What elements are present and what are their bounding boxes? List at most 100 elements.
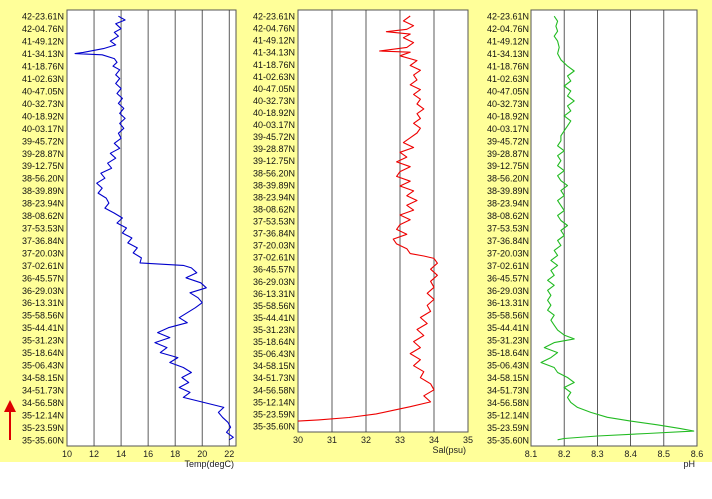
y-tick-label: 35-18.64N: [22, 348, 64, 358]
y-tick-label: 42-04.76N: [22, 24, 64, 34]
x-tick-label: 8.1: [525, 449, 538, 459]
y-tick-label: 35-23.59N: [253, 409, 295, 419]
plot-area: [530, 9, 698, 447]
y-tick-label: 41-34.13N: [487, 49, 529, 59]
x-tick-label: 12: [89, 449, 99, 459]
y-tick-label: 38-08.62N: [22, 211, 64, 221]
y-tick-label: 36-45.57N: [253, 265, 295, 275]
x-tick-label: 14: [116, 449, 126, 459]
y-tick-label: 40-32.73N: [22, 99, 64, 109]
y-tick-label: 34-58.15N: [22, 373, 64, 383]
y-tick-label: 36-13.31N: [487, 298, 529, 308]
y-tick-label: 37-53.53N: [22, 224, 64, 234]
y-tick-label: 38-23.94N: [253, 192, 295, 202]
y-tick-label: 34-56.58N: [253, 385, 295, 395]
x-tick-label: 32: [361, 435, 371, 445]
x-tick-label: 31: [327, 435, 337, 445]
y-tick-label: 38-08.62N: [253, 204, 295, 214]
x-tick-label: 18: [170, 449, 180, 459]
y-tick-label: 41-18.76N: [22, 62, 64, 72]
y-tick-label: 40-47.05N: [487, 86, 529, 96]
y-tick-label: 38-56.20N: [487, 174, 529, 184]
y-tick-label: 35-18.64N: [487, 348, 529, 358]
y-tick-label: 35-31.23N: [253, 325, 295, 335]
x-tick-label: 8.2: [558, 449, 571, 459]
y-tick-label: 35-06.43N: [487, 361, 529, 371]
y-tick-label: 40-47.05N: [22, 86, 64, 96]
x-tick-label: 8.3: [591, 449, 604, 459]
y-tick-label: 41-18.76N: [487, 62, 529, 72]
y-tick-label: 35-12.14N: [22, 410, 64, 420]
y-tick-label: 40-03.17N: [253, 120, 295, 130]
y-tick-label: 34-56.58N: [22, 398, 64, 408]
y-tick-label: 42-04.76N: [487, 24, 529, 34]
x-tick-label: 33: [395, 435, 405, 445]
x-tick-label: 20: [197, 449, 207, 459]
y-tick-label: 41-02.63N: [487, 74, 529, 84]
y-tick-label: 40-18.92N: [253, 108, 295, 118]
y-tick-label: 39-45.72N: [253, 132, 295, 142]
y-tick-label: 35-06.43N: [22, 361, 64, 371]
y-tick-label: 39-12.75N: [487, 161, 529, 171]
y-tick-label: 42-04.76N: [253, 24, 295, 34]
x-tick-label: 34: [429, 435, 439, 445]
panel-2: 30 31 32 33 34 35 42-23.61N 42-04.76N 41-49.12N 4…: [242, 0, 477, 462]
y-tick-label: 35-58.56N: [253, 301, 295, 311]
y-tick-label: 37-02.61N: [253, 253, 295, 263]
x-tick-label: 16: [143, 449, 153, 459]
y-tick-label: 39-12.75N: [22, 161, 64, 171]
y-tick-label: 42-23.61N: [22, 12, 64, 22]
y-tick-label: 41-34.13N: [253, 48, 295, 58]
x-axis-label: pH: [683, 459, 695, 469]
x-axis-label: Temp(degC): [184, 459, 234, 469]
y-tick-label: 40-03.17N: [22, 124, 64, 134]
y-tick-label: 35-31.23N: [22, 336, 64, 346]
y-tick-label: 39-12.75N: [253, 156, 295, 166]
series-line: [74, 15, 234, 441]
x-tick-label: 10: [62, 449, 72, 459]
y-tick-label: 35-44.41N: [253, 313, 295, 323]
y-tick-label: 40-03.17N: [487, 124, 529, 134]
y-tick-label: 38-56.20N: [22, 174, 64, 184]
y-tick-label: 35-31.23N: [487, 336, 529, 346]
y-tick-label: 38-39.89N: [22, 186, 64, 196]
y-tick-label: 41-49.12N: [487, 37, 529, 47]
y-tick-label: 35-23.59N: [22, 423, 64, 433]
y-tick-label: 35-12.14N: [253, 397, 295, 407]
y-tick-label: 35-35.60N: [253, 421, 295, 431]
y-tick-label: 39-28.87N: [253, 144, 295, 154]
y-tick-label: 36-13.31N: [253, 289, 295, 299]
y-tick-label: 34-58.15N: [253, 361, 295, 371]
y-tick-label: 35-44.41N: [22, 323, 64, 333]
y-tick-label: 38-23.94N: [487, 199, 529, 209]
y-tick-label: 39-28.87N: [487, 149, 529, 159]
y-tick-label: 36-13.31N: [22, 298, 64, 308]
direction-arrow-icon: [4, 400, 16, 440]
y-tick-label: 35-58.56N: [22, 311, 64, 321]
y-tick-label: 39-45.72N: [22, 136, 64, 146]
y-tick-label: 40-18.92N: [487, 111, 529, 121]
y-tick-label: 35-35.60N: [487, 435, 529, 445]
plot-area: [297, 9, 469, 433]
y-tick-label: 36-45.57N: [487, 273, 529, 283]
x-tick-label: 8.4: [624, 449, 637, 459]
y-tick-label: 41-02.63N: [253, 72, 295, 82]
y-tick-label: 35-18.64N: [253, 337, 295, 347]
y-tick-label: 40-18.92N: [22, 111, 64, 121]
y-tick-label: 41-18.76N: [253, 60, 295, 70]
y-tick-label: 36-29.03N: [487, 286, 529, 296]
y-tick-label: 40-47.05N: [253, 84, 295, 94]
y-tick-label: 36-29.03N: [22, 286, 64, 296]
y-tick-label: 39-28.87N: [22, 149, 64, 159]
y-tick-label: 35-35.60N: [22, 435, 64, 445]
y-tick-label: 37-36.84N: [253, 229, 295, 239]
y-tick-label: 41-49.12N: [253, 36, 295, 46]
panel-1: 10 12 14 16 18 20 22 42-23.61N 42-04.76N 41-49.12…: [0, 0, 242, 469]
x-tick-label: 35: [463, 435, 473, 445]
series-line: [540, 15, 695, 441]
y-tick-label: 39-45.72N: [487, 136, 529, 146]
y-tick-label: 37-20.03N: [253, 241, 295, 251]
x-axis-label: Sal(psu): [432, 445, 466, 455]
